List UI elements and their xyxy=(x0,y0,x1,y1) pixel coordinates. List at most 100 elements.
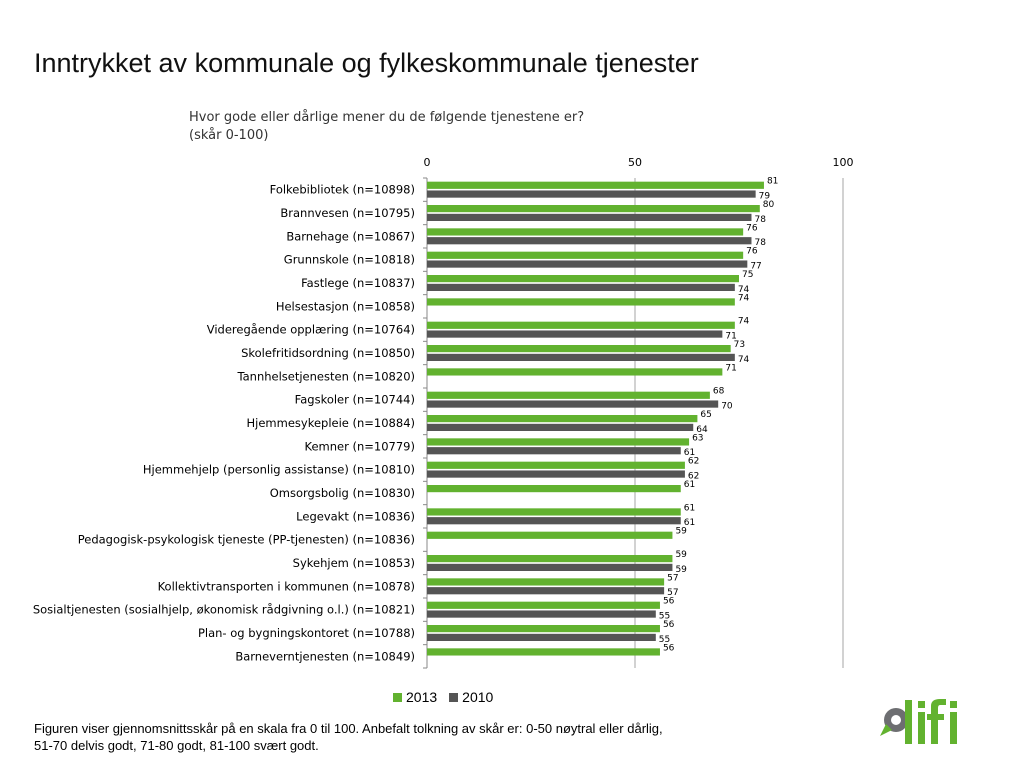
page-title: Inntrykket av kommunale og fylkeskommuna… xyxy=(34,48,699,78)
bar-2013 xyxy=(427,485,681,493)
data-label-2010: 55 xyxy=(659,611,670,621)
data-label-2013: 56 xyxy=(663,620,675,630)
legend-label-2013: 2013 xyxy=(406,689,438,705)
chart-subtitle-line-2: (skår 0-100) xyxy=(189,128,269,143)
data-label-2010: 59 xyxy=(675,565,687,575)
bar-2013 xyxy=(427,601,660,609)
bar-2010 xyxy=(427,353,735,361)
bar-2010 xyxy=(427,633,656,641)
bar-2013 xyxy=(427,368,723,376)
data-label-2013: 61 xyxy=(684,503,695,513)
bar-2013 xyxy=(427,625,660,633)
bar-2013 xyxy=(427,461,685,469)
data-label-2013: 74 xyxy=(738,293,750,303)
data-label-2013: 56 xyxy=(663,643,675,653)
bar-2013 xyxy=(427,228,744,236)
bar-2013 xyxy=(427,415,698,423)
bar-2013 xyxy=(427,508,681,516)
bar-2010 xyxy=(427,447,681,455)
category-label: Helsestasjon (n=10858) xyxy=(276,299,415,313)
data-label-2013: 56 xyxy=(663,597,675,607)
data-label-2010: 70 xyxy=(721,401,733,411)
bar-2010 xyxy=(427,190,756,198)
bar-2013 xyxy=(427,438,690,446)
bar-2013 xyxy=(427,531,673,539)
category-label: Fastlege (n=10837) xyxy=(301,276,415,290)
bar-2013 xyxy=(427,181,764,189)
bar-2013 xyxy=(427,555,673,563)
data-label-2013: 80 xyxy=(763,200,775,210)
category-label: Brannvesen (n=10795) xyxy=(280,206,415,220)
bar-2013 xyxy=(427,321,735,329)
legend-item-2013: 2013 xyxy=(393,689,437,705)
data-label-2013: 71 xyxy=(725,363,736,373)
data-label-2013: 81 xyxy=(767,177,778,187)
data-label-2013: 68 xyxy=(713,387,725,397)
bar-2013 xyxy=(427,298,735,306)
bar-2010 xyxy=(427,237,752,245)
legend-swatch-2013 xyxy=(393,692,402,702)
data-label-2010: 77 xyxy=(750,261,761,271)
category-label: Sosialtjenesten (sosialhjelp, økonomisk … xyxy=(33,603,415,617)
bar-2010 xyxy=(427,260,748,268)
bar-2013 xyxy=(427,205,760,213)
data-label-2013: 62 xyxy=(688,457,699,467)
data-label-2010: 62 xyxy=(688,471,699,481)
legend-swatch-2010 xyxy=(449,692,459,702)
bar-2013 xyxy=(427,578,665,586)
difi-logo xyxy=(874,690,974,755)
data-label-2010: 79 xyxy=(759,191,771,201)
bar-2010 xyxy=(427,213,752,221)
x-tick-label: 0 xyxy=(424,156,431,169)
bar-2010 xyxy=(427,563,673,571)
bar-2013 xyxy=(427,391,710,399)
data-label-2010: 61 xyxy=(684,448,695,458)
data-label-2010: 78 xyxy=(754,215,766,225)
chart-legend: 2013 2010 xyxy=(393,689,505,705)
data-label-2013: 63 xyxy=(692,433,703,443)
category-label: Grunnskole (n=10818) xyxy=(284,253,415,267)
category-label: Barnehage (n=10867) xyxy=(286,229,415,243)
bar-2013 xyxy=(427,275,739,283)
bar-chart: 0 50 100 Folkebibliotek (n=10898) 81 79 Brannv… xyxy=(33,156,854,669)
data-label-2013: 76 xyxy=(746,247,758,257)
category-label: Legevakt (n=10836) xyxy=(296,509,415,523)
bar-2010 xyxy=(427,470,685,478)
data-label-2010: 78 xyxy=(754,238,766,248)
data-label-2013: 74 xyxy=(738,317,750,327)
bar-2010 xyxy=(427,517,681,525)
data-label-2013: 61 xyxy=(684,480,695,490)
data-label-2010: 64 xyxy=(696,425,708,435)
data-label-2013: 59 xyxy=(675,527,687,537)
chart-subtitle-line-1: Hvor gode eller dårlige mener du de følg… xyxy=(189,110,585,125)
bar-2010 xyxy=(427,587,665,595)
category-label: Sykehjem (n=10853) xyxy=(293,556,415,570)
category-label: Kemner (n=10779) xyxy=(305,439,415,453)
category-label: Tannhelsetjenesten (n=10820) xyxy=(236,369,415,383)
data-label-2010: 74 xyxy=(738,285,750,295)
data-label-2010: 57 xyxy=(667,588,678,598)
data-label-2010: 71 xyxy=(725,331,736,341)
category-label: Folkebibliotek (n=10898) xyxy=(270,183,415,197)
x-tick-label: 100 xyxy=(833,156,854,169)
category-label: Plan- og bygningskontoret (n=10788) xyxy=(198,626,415,640)
legend-label-2010: 2010 xyxy=(462,689,494,705)
bar-2013 xyxy=(427,251,744,259)
bar-2010 xyxy=(427,400,719,408)
category-label: Fagskoler (n=10744) xyxy=(295,393,415,407)
footnote-line-2: 51-70 delvis godt, 71-80 godt, 81-100 sv… xyxy=(34,738,319,753)
legend-item-2010: 2010 xyxy=(449,689,493,705)
data-label-2013: 65 xyxy=(700,410,711,420)
bar-2010 xyxy=(427,423,694,431)
category-label: Barneverntjenesten (n=10849) xyxy=(235,649,415,663)
data-label-2010: 61 xyxy=(684,518,695,528)
data-label-2013: 59 xyxy=(675,550,687,560)
data-label-2010: 74 xyxy=(738,355,750,365)
bar-2013 xyxy=(427,345,731,353)
x-tick-label: 50 xyxy=(628,156,642,169)
bar-2010 xyxy=(427,330,723,338)
data-label-2013: 57 xyxy=(667,573,678,583)
category-label: Hjemmesykepleie (n=10884) xyxy=(247,416,416,430)
data-label-2010: 55 xyxy=(659,635,670,645)
data-label-2013: 75 xyxy=(742,270,753,280)
